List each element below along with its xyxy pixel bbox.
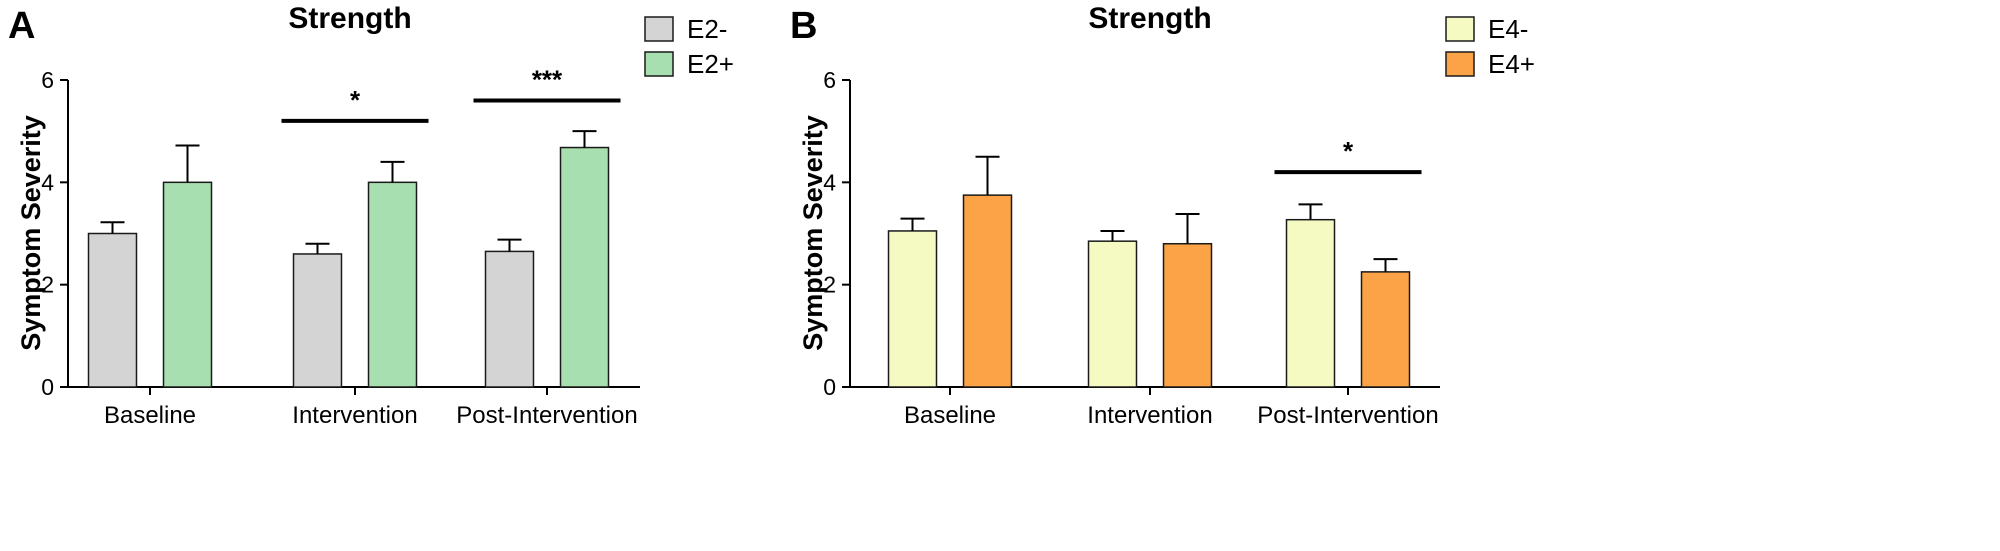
y-tick-label: 6 bbox=[41, 67, 54, 93]
y-tick-label: 6 bbox=[823, 67, 836, 93]
bar bbox=[1087, 240, 1138, 388]
significance-label: *** bbox=[532, 64, 563, 94]
bar bbox=[887, 230, 938, 388]
panel-b: B Strength Symptom Severity 0 2 4 6 Baseline Int… bbox=[790, 2, 1535, 429]
x-tick-label: Intervention bbox=[292, 402, 417, 429]
x-tick-label: Baseline bbox=[104, 402, 196, 429]
x-tick-label: Post-Intervention bbox=[456, 402, 637, 429]
y-axis-label: Symptom Severity bbox=[798, 115, 828, 351]
bar bbox=[1285, 218, 1336, 388]
y-tick-label: 2 bbox=[41, 272, 54, 298]
chart-title: Strength bbox=[288, 2, 411, 35]
bar bbox=[1360, 271, 1411, 388]
legend-swatch bbox=[644, 51, 674, 77]
bar bbox=[292, 253, 343, 388]
y-tick-label: 4 bbox=[823, 169, 836, 195]
legend-swatch bbox=[644, 16, 674, 42]
y-tick-label: 0 bbox=[41, 374, 54, 400]
bar bbox=[367, 181, 418, 388]
y-axis-label: Symptom Severity bbox=[16, 115, 46, 351]
legend-label: E2- bbox=[687, 14, 727, 44]
y-tick-label: 0 bbox=[823, 374, 836, 400]
x-tick-label: Post-Intervention bbox=[1257, 402, 1438, 429]
legend-label: E2+ bbox=[687, 49, 734, 79]
significance-label: * bbox=[350, 85, 361, 115]
bar bbox=[1162, 242, 1213, 388]
panel-letter: B bbox=[790, 5, 817, 47]
x-tick-label: Intervention bbox=[1087, 402, 1212, 429]
legend-swatch bbox=[1445, 51, 1475, 77]
panel-a: A Strength Symptom Severity 0 2 4 6 Baseline Int… bbox=[8, 2, 734, 429]
panel-letter: A bbox=[8, 5, 35, 47]
significance-label: * bbox=[1343, 136, 1354, 166]
bar bbox=[962, 194, 1013, 388]
legend-label: E4+ bbox=[1488, 49, 1535, 79]
bar bbox=[87, 232, 138, 388]
y-tick-label: 2 bbox=[823, 272, 836, 298]
bar bbox=[162, 181, 213, 388]
legend-label: E4- bbox=[1488, 14, 1528, 44]
bar bbox=[484, 250, 535, 388]
bar bbox=[559, 146, 610, 388]
legend-swatch bbox=[1445, 16, 1475, 42]
x-tick-label: Baseline bbox=[904, 402, 996, 429]
chart-title: Strength bbox=[1088, 2, 1211, 35]
y-tick-label: 4 bbox=[41, 169, 54, 195]
